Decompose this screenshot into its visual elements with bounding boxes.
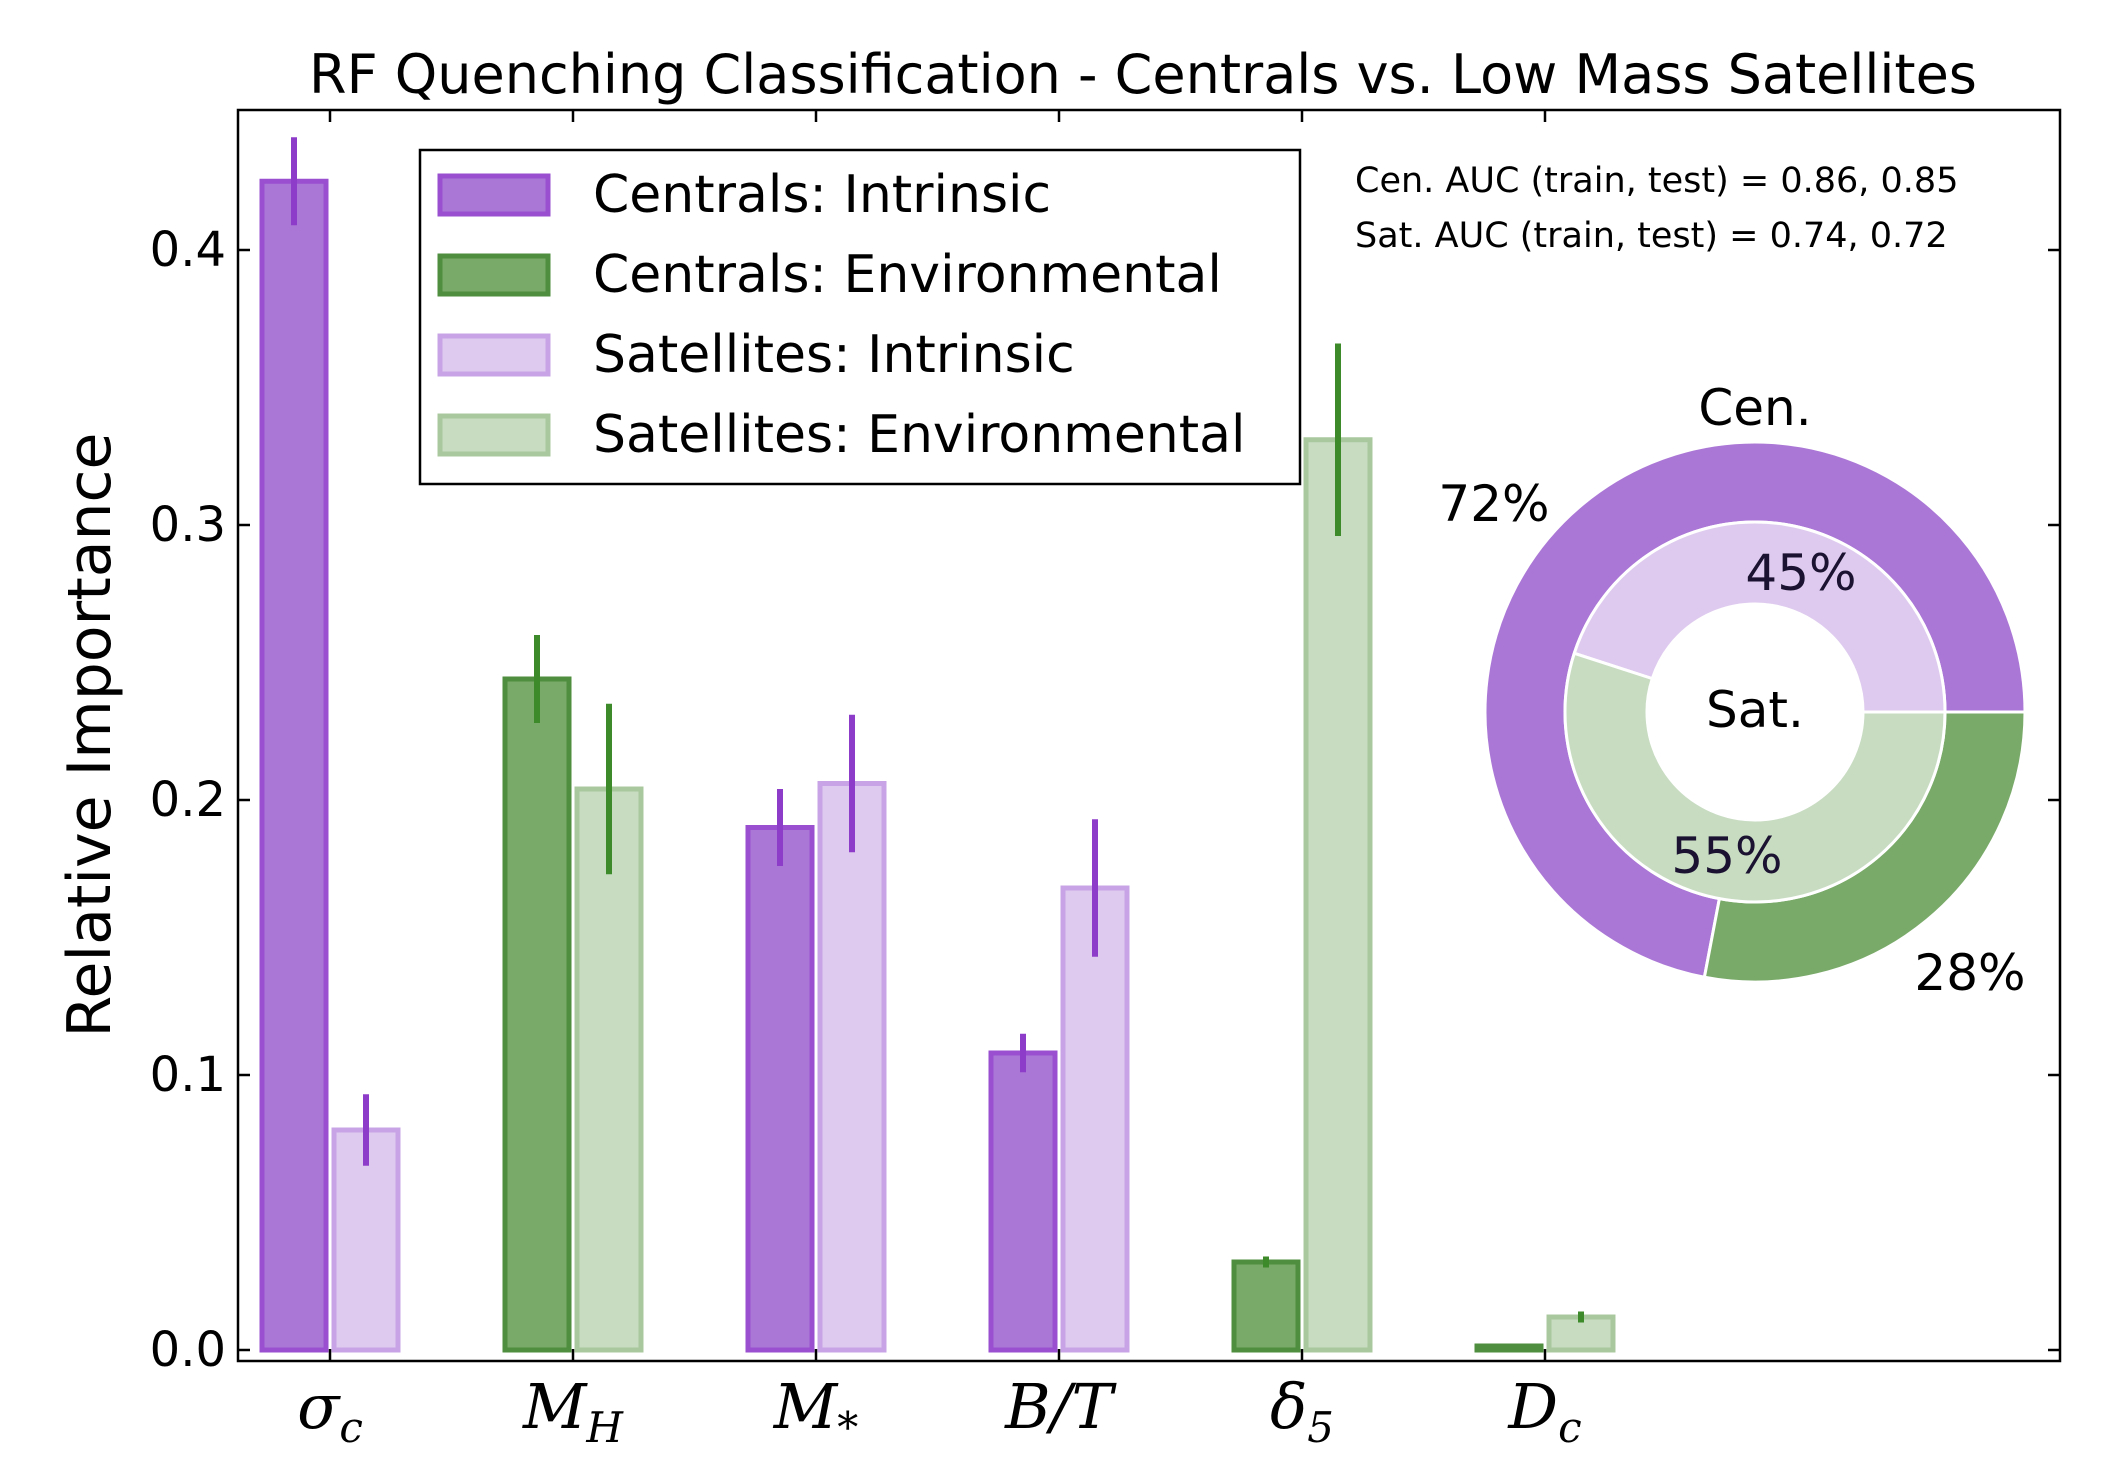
- x-tick-label-base: D: [1507, 1370, 1558, 1443]
- x-tick-label-base: δ: [1270, 1370, 1307, 1443]
- legend-label: Centrals: Environmental: [593, 245, 1222, 305]
- y-tick-label: 0.4: [150, 222, 226, 278]
- x-tick-label-sub: c: [339, 1403, 363, 1452]
- x-tick-label: B/T: [1004, 1370, 1117, 1443]
- bar-cen-environmental: [1231, 1259, 1301, 1353]
- annotation-cen-auc: Cen. AUC (train, test) = 0.86, 0.85: [1355, 161, 1958, 201]
- x-tick-label-sub: c: [1558, 1403, 1582, 1452]
- legend-label: Satellites: Intrinsic: [593, 325, 1075, 385]
- inset-donut-chart: Cen. Sat. 72% 28% 45% 55%: [1438, 379, 2027, 1002]
- donut-inner-label-1: 55%: [1671, 827, 1782, 885]
- bar-sat-environmental: [574, 786, 644, 1353]
- x-tick-label-base: σ: [297, 1370, 341, 1443]
- x-tick-label-base: M: [522, 1370, 588, 1443]
- x-tick-label: σc: [297, 1370, 363, 1452]
- x-tick-label-base: M: [773, 1370, 839, 1443]
- bar-sat-intrinsic: [817, 781, 887, 1353]
- legend-swatch: [437, 333, 551, 377]
- y-axis-label: Relative Importance: [55, 433, 125, 1038]
- y-tick-label: 0.3: [150, 497, 226, 553]
- donut-inner-label-0: 45%: [1745, 544, 1856, 602]
- axes-frame: [236, 108, 2062, 1363]
- donut-inner-slice-1: [1563, 651, 1947, 904]
- bar-cen-environmental: [502, 676, 572, 1353]
- x-tick-label: MH: [522, 1370, 624, 1452]
- auc-annotations: Cen. AUC (train, test) = 0.86, 0.85 Sat.…: [1355, 161, 1958, 256]
- x-tick-label: δ5: [1270, 1370, 1334, 1452]
- x-axis-ticks: σc MH M* B/T δ5 Dc: [297, 110, 1582, 1452]
- legend-swatch: [437, 173, 551, 217]
- bar-sat-environmental: [1303, 437, 1373, 1353]
- bar-sat-intrinsic: [331, 1127, 401, 1353]
- x-tick-label-sub: 5: [1307, 1403, 1334, 1452]
- chart-title: RF Quenching Classification - Centrals v…: [309, 43, 1977, 106]
- x-tick-label-sub: *: [837, 1403, 858, 1452]
- legend-entries: Centrals: Intrinsic Centrals: Environment…: [437, 165, 1245, 465]
- donut-outer-label-0: 72%: [1438, 475, 1549, 533]
- plot-area: 0.00.10.20.30.4 σc MH M* B/T δ5 Dc: [150, 108, 2062, 1452]
- legend-label: Centrals: Intrinsic: [593, 165, 1051, 225]
- error-bars: [291, 137, 1584, 1323]
- x-tick-label: M*: [773, 1370, 858, 1452]
- y-tick-label: 0.2: [150, 772, 226, 828]
- y-tick-label: 0.0: [150, 1322, 226, 1378]
- annotation-sat-auc: Sat. AUC (train, test) = 0.74, 0.72: [1355, 216, 1948, 256]
- legend: Centrals: Intrinsic Centrals: Environment…: [418, 148, 1302, 486]
- x-tick-label-sub: H: [585, 1403, 624, 1452]
- x-tick-label: Dc: [1507, 1370, 1581, 1452]
- y-tick-label: 0.1: [150, 1047, 226, 1103]
- bar-cen-intrinsic: [259, 178, 329, 1353]
- bar-sat-intrinsic: [1060, 885, 1130, 1353]
- donut-hole: [1647, 604, 1863, 820]
- bar-cen-environmental: [1474, 1343, 1544, 1353]
- donut-outer-label-1: 28%: [1914, 944, 2025, 1002]
- legend-swatch: [437, 413, 551, 457]
- x-tick-label-base: B/T: [1004, 1370, 1117, 1443]
- y-axis-ticks: 0.0 0.1 0.2 0.3 0.4: [150, 222, 2060, 1378]
- legend-frame: [418, 148, 1302, 486]
- donut-inner-name: Sat.: [1706, 681, 1804, 739]
- bar-cen-intrinsic: [745, 825, 815, 1353]
- donut-outer-name: Cen.: [1698, 379, 1811, 437]
- legend-label: Satellites: Environmental: [593, 405, 1245, 465]
- legend-swatch: [437, 253, 551, 297]
- bar-cen-intrinsic: [988, 1050, 1058, 1353]
